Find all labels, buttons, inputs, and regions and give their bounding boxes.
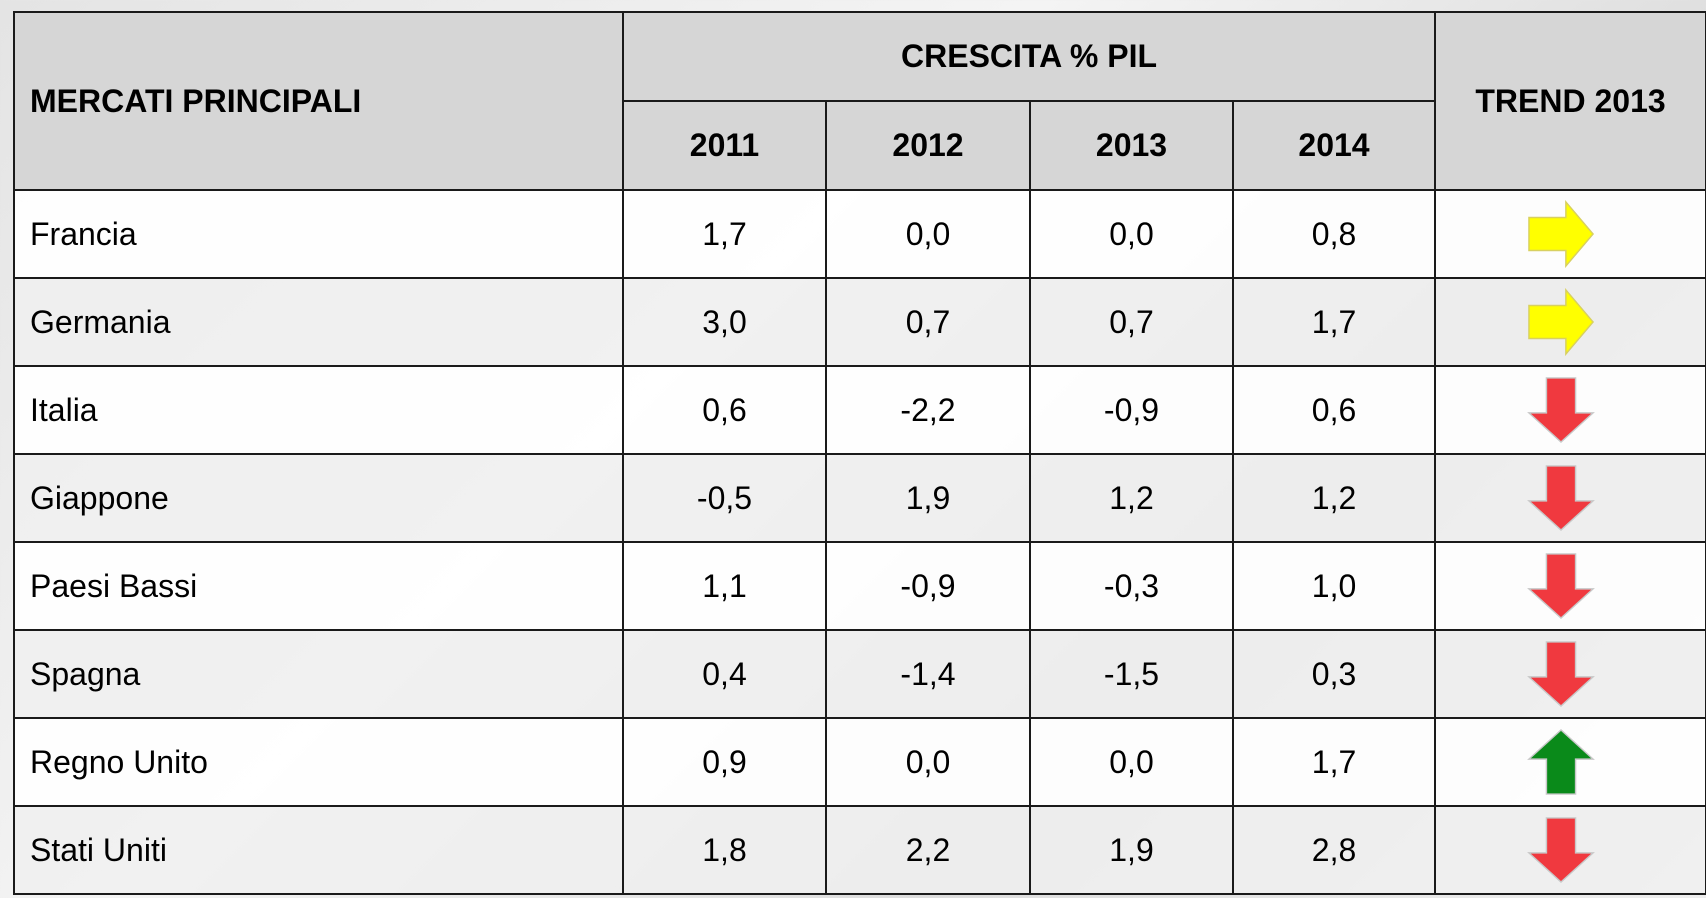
growth-cell: -0,9 xyxy=(825,541,1031,631)
growth-cell: 0,7 xyxy=(825,277,1031,367)
year-header: 2013 xyxy=(1029,100,1234,191)
year-row: 2011 2012 2013 2014 xyxy=(14,100,1706,191)
trend-header: TREND 2013 xyxy=(1434,11,1706,191)
market-cell: Giappone xyxy=(13,453,624,543)
growth-cell: -0,3 xyxy=(1029,541,1234,631)
market-cell: Spagna xyxy=(13,629,624,719)
growth-cell: 1,2 xyxy=(1231,453,1437,543)
growth-cell: 2,8 xyxy=(1231,805,1437,895)
trend-arrow xyxy=(1527,729,1594,795)
year-header: 2011 xyxy=(622,100,827,191)
year-header: 2012 xyxy=(825,100,1031,191)
growth-cell: 0,0 xyxy=(825,717,1031,807)
trend-arrow xyxy=(1527,641,1594,707)
gdp-table: MERCATI PRINCIPALI CRESCITA % PIL TREND … xyxy=(13,11,1706,895)
market-cell: Stati Uniti xyxy=(13,805,624,895)
market-cell: Regno Unito xyxy=(13,717,624,807)
growth-cell: 0,0 xyxy=(1029,189,1234,279)
growth-cell: -0,9 xyxy=(1029,365,1234,455)
market-cell: Francia xyxy=(13,189,624,279)
trend-arrow xyxy=(1527,377,1594,443)
data-row: Paesi Bassi 1,1 -0,9 -0,3 1,0 xyxy=(13,541,1706,631)
growth-cell: 0,6 xyxy=(1231,365,1437,455)
trend-cell xyxy=(1434,805,1706,895)
trend-cell xyxy=(1434,453,1706,543)
growth-cell: 1,2 xyxy=(1029,453,1234,543)
growth-cell: 0,4 xyxy=(622,629,827,719)
growth-cell: -1,5 xyxy=(1029,629,1234,719)
growth-cell: 0,8 xyxy=(1231,189,1437,279)
market-cell: Italia xyxy=(13,365,624,455)
growth-cell: -1,4 xyxy=(825,629,1031,719)
trend-arrow xyxy=(1527,201,1594,267)
year-header: 2014 xyxy=(1231,100,1437,191)
data-row: Francia 1,7 0,0 0,0 0,8 xyxy=(13,189,1706,279)
data-row: Spagna 0,4 -1,4 -1,5 0,3 xyxy=(13,629,1706,719)
growth-cell: 1,7 xyxy=(1231,717,1437,807)
growth-cell: 1,0 xyxy=(1231,541,1437,631)
trend-cell xyxy=(1434,541,1706,631)
growth-cell: 1,9 xyxy=(1029,805,1234,895)
trend-arrow xyxy=(1527,289,1594,355)
growth-cell: 0,0 xyxy=(1029,717,1234,807)
trend-cell xyxy=(1434,717,1706,807)
growth-cell: 1,1 xyxy=(622,541,827,631)
data-row: Italia 0,6 -2,2 -0,9 0,6 xyxy=(13,365,1706,455)
header-row: MERCATI PRINCIPALI CRESCITA % PIL TREND … xyxy=(13,11,1706,191)
trend-cell xyxy=(1434,277,1706,367)
market-header: MERCATI PRINCIPALI xyxy=(13,11,624,191)
growth-cell: 1,7 xyxy=(1231,277,1437,367)
trend-cell xyxy=(1434,629,1706,719)
market-cell: Paesi Bassi xyxy=(13,541,624,631)
growth-cell: 1,7 xyxy=(622,189,827,279)
data-row: Regno Unito 0,9 0,0 0,0 1,7 xyxy=(13,717,1706,807)
growth-header: CRESCITA % PIL xyxy=(621,11,1437,102)
growth-cell: 2,2 xyxy=(825,805,1031,895)
growth-cell: 0,3 xyxy=(1231,629,1437,719)
trend-cell xyxy=(1434,189,1706,279)
growth-cell: -0,5 xyxy=(622,453,827,543)
growth-cell: 1,9 xyxy=(825,453,1031,543)
data-row: Germania 3,0 0,7 0,7 1,7 xyxy=(13,277,1706,367)
growth-cell: 3,0 xyxy=(622,277,827,367)
growth-cell: 0,0 xyxy=(825,189,1031,279)
trend-cell xyxy=(1434,365,1706,455)
trend-arrow xyxy=(1527,553,1594,619)
growth-cell: 1,8 xyxy=(622,805,827,895)
data-row: Giappone -0,5 1,9 1,2 1,2 xyxy=(13,453,1706,543)
trend-arrow xyxy=(1527,817,1594,883)
market-cell: Germania xyxy=(13,277,624,367)
growth-cell: 0,9 xyxy=(622,717,827,807)
growth-cell: 0,7 xyxy=(1029,277,1234,367)
growth-cell: -2,2 xyxy=(825,365,1031,455)
growth-cell: 0,6 xyxy=(622,365,827,455)
data-row: Stati Uniti 1,8 2,2 1,9 2,8 xyxy=(13,805,1706,895)
trend-arrow xyxy=(1527,465,1594,531)
